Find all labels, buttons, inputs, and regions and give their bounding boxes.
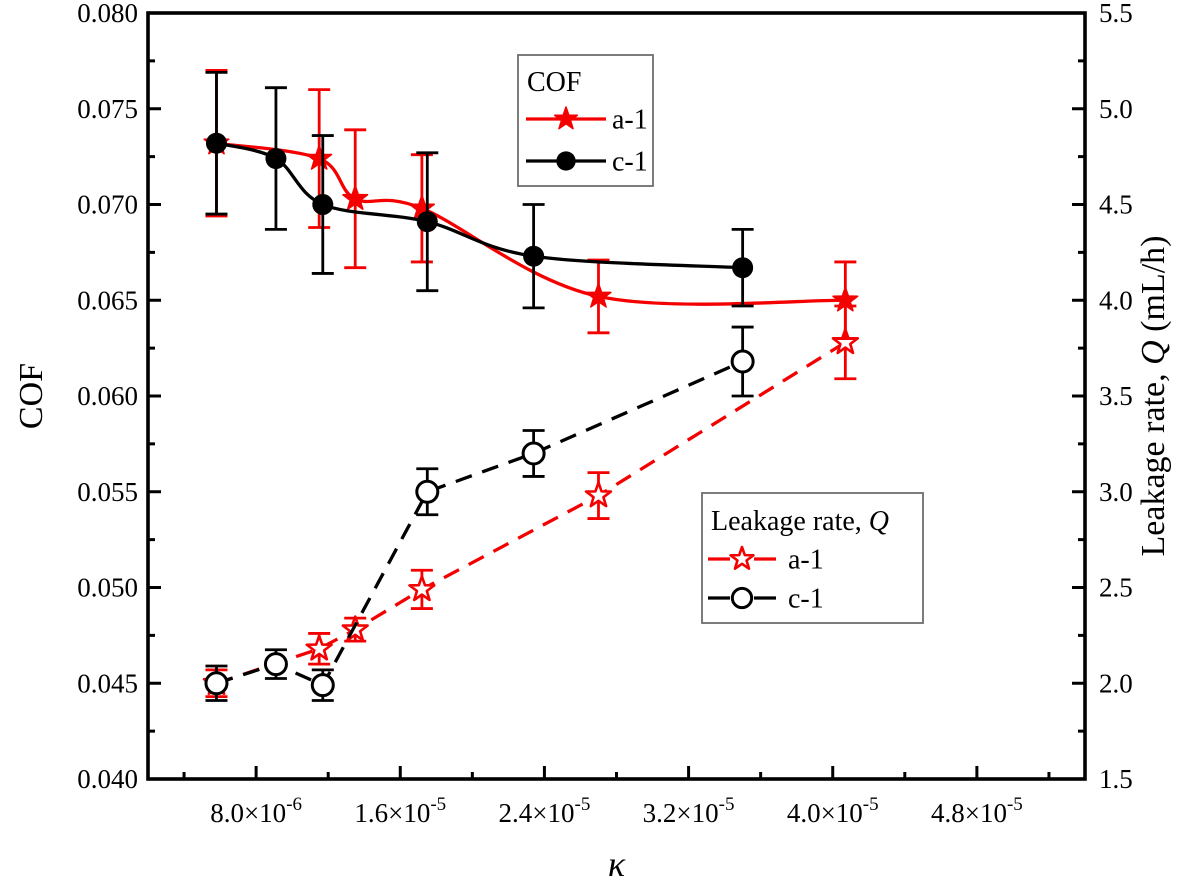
svg-text:4.0×10-5: 4.0×10-5 [787, 794, 879, 828]
svg-text:0.080: 0.080 [77, 0, 138, 28]
svg-text:1.5: 1.5 [1099, 764, 1133, 794]
svg-text:5.5: 5.5 [1099, 0, 1133, 28]
filled-star-marker [832, 286, 859, 312]
open-star-marker [408, 575, 436, 602]
y-left-axis-ticks [148, 11, 161, 781]
svg-text:1.6×10-5: 1.6×10-5 [354, 794, 446, 828]
filled-circle-marker [416, 211, 438, 233]
open-circle-marker [730, 586, 754, 610]
y-right-axis-title: Leakage rate, Q (mL/h) [1135, 236, 1172, 557]
q-c1-markers [204, 349, 755, 698]
svg-text:0.070: 0.070 [77, 190, 138, 220]
open-circle-marker [204, 671, 229, 696]
q-a1-line [215, 340, 847, 685]
svg-text:0.075: 0.075 [77, 94, 138, 124]
filled-circle-marker [732, 257, 754, 279]
open-circle-marker [415, 479, 440, 504]
filled-star-marker [553, 106, 579, 130]
svg-text:4.0: 4.0 [1099, 285, 1133, 315]
svg-text:0.040: 0.040 [77, 764, 138, 794]
y-left-tick-labels: 0.040 0.045 0.050 0.055 0.060 0.065 0.070 0.075… [77, 0, 138, 794]
legend-leakage: Leakage rate, Q a-1 c-1 [701, 492, 924, 624]
svg-text:2.5: 2.5 [1099, 573, 1133, 603]
open-circle-marker [521, 441, 546, 466]
svg-text:0.060: 0.060 [77, 381, 138, 411]
x-tick-labels: 8.0×10-6 1.6×10-5 2.4×10-5 3.2×10-5 4.0×10-5… [210, 794, 1023, 828]
legend-cof-title: COF [527, 67, 581, 98]
open-star-marker [729, 545, 755, 570]
svg-text:4.5: 4.5 [1099, 190, 1133, 220]
svg-text:5.0: 5.0 [1099, 94, 1133, 124]
open-circle-marker [263, 652, 288, 677]
cof-c1-line [216, 141, 743, 270]
series-cof-c1 [205, 70, 754, 310]
svg-text:2.0: 2.0 [1099, 668, 1133, 698]
filled-star-marker [306, 144, 333, 170]
cof-c1-error-bars [205, 70, 754, 310]
filled-circle-marker [523, 245, 545, 267]
q-c1-error-bars [205, 325, 754, 702]
open-star-marker [305, 634, 333, 661]
filled-circle-marker [265, 148, 287, 170]
filled-circle-marker [205, 132, 227, 154]
legend-leakage-title: Leakage rate, Q [711, 506, 889, 537]
open-circle-marker [310, 673, 335, 698]
svg-text:0.045: 0.045 [77, 668, 138, 698]
filled-star-marker [585, 282, 612, 308]
filled-circle-marker [312, 194, 334, 215]
svg-text:0.050: 0.050 [77, 573, 138, 603]
filled-star-marker [342, 185, 369, 211]
svg-text:0.055: 0.055 [77, 477, 138, 507]
svg-text:0.065: 0.065 [77, 285, 138, 315]
open-star-marker [584, 481, 613, 508]
x-axis-title: κ [608, 844, 626, 883]
filled-circle-marker [556, 151, 576, 171]
cof-c1-markers [205, 132, 754, 279]
series-q-c1 [204, 325, 755, 702]
legend-cof-entry-label: a-1 [612, 105, 648, 136]
y-right-axis-ticks [1072, 11, 1085, 781]
legend-leakage-entry-label: a-1 [788, 545, 824, 576]
svg-text:8.0×10-6: 8.0×10-6 [210, 794, 302, 828]
svg-text:2.4×10-5: 2.4×10-5 [499, 794, 591, 828]
open-circle-marker [730, 349, 755, 374]
svg-text:4.8×10-5: 4.8×10-5 [931, 794, 1023, 828]
y-right-tick-labels: 1.5 2.0 2.5 3.0 3.5 4.0 4.5 5.0 5.5 [1099, 0, 1133, 794]
legend-cof-entry-label: c-1 [612, 147, 648, 178]
svg-text:3.0: 3.0 [1099, 477, 1133, 507]
x-axis-ticks [182, 766, 1051, 779]
y-left-axis-title: COF [13, 363, 50, 429]
q-c1-line [215, 359, 744, 688]
legend-leakage-entry-label: c-1 [788, 584, 824, 615]
legend-cof: COF a-1 c-1 [517, 54, 654, 187]
svg-text:3.2×10-5: 3.2×10-5 [643, 794, 735, 828]
svg-text:3.5: 3.5 [1099, 381, 1133, 411]
